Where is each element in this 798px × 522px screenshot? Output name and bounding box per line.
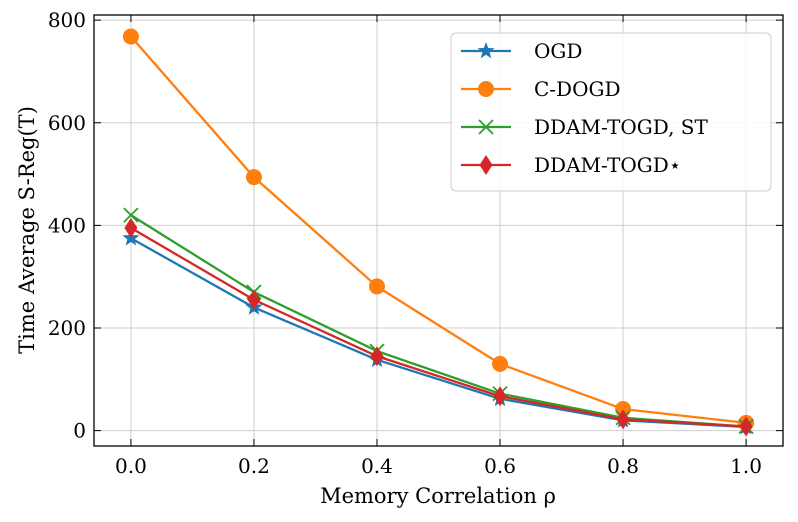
legend-marker [477,42,495,59]
x-tick-label: 0.0 [115,454,147,478]
x-marker-stroke [478,119,494,135]
legend-marker [479,155,493,175]
legend-label: DDAM-TOGD, ST [534,115,708,139]
data-point [739,416,753,437]
data-point [370,346,384,367]
legend-label: OGD [534,39,582,63]
legend-label: DDAM-TOGD⋆ [534,153,681,177]
legend-marker [478,119,494,135]
legend-item: OGD [461,39,582,63]
series-line [130,237,747,429]
legend-item: DDAM-TOGD, ST [461,115,708,139]
series-layer [122,28,755,437]
x-tick-label: 0.2 [238,454,270,478]
series-3 [124,217,753,437]
y-tick-label: 800 [48,8,86,32]
y-tick-label: 600 [48,111,86,135]
legend-item: C-DOGD [461,77,621,101]
y-axis-label: Time Average S-Reg(T) [15,106,39,354]
ticks: 0.0 0.2 0.4 0.6 0.8 1.0 0 200 400 600 800 [48,8,783,478]
x-tick-label: 0.8 [607,454,639,478]
legend-box [450,32,772,192]
legend-label: C-DOGD [534,77,621,101]
data-point [245,169,262,186]
series-line [130,226,747,428]
legend-marker [478,81,494,97]
legend-item: DDAM-TOGD⋆ [461,153,681,177]
data-point [124,217,138,238]
x-tick-label: 1.0 [730,454,762,478]
plot-frame [93,14,784,447]
y-tick-label: 0 [73,419,86,443]
x-axis-label: Memory Correlation ρ [320,484,556,508]
series-2 [123,207,754,435]
y-tick-label: 200 [48,316,86,340]
data-point [492,355,509,372]
series-0 [122,229,755,435]
data-point [122,28,139,45]
series-line [130,35,747,425]
data-point [368,278,385,295]
data-point [493,386,507,407]
data-point [247,289,261,310]
data-point [616,409,630,430]
data-point [123,207,139,223]
legend: OGD C-DOGD DDAM-TOGD, ST DDAM-TOGD⋆ [450,32,772,192]
x-marker-stroke [123,207,139,223]
series-line [130,214,747,428]
x-tick-label: 0.4 [361,454,393,478]
y-tick-label: 400 [48,213,86,237]
x-tick-label: 0.6 [484,454,516,478]
